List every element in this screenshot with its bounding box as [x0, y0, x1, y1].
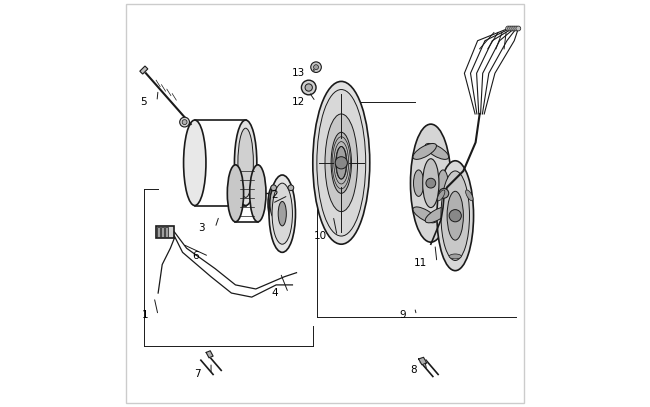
Text: 11: 11 — [413, 258, 427, 267]
Text: 8: 8 — [410, 365, 417, 375]
Ellipse shape — [278, 201, 287, 226]
Text: 13: 13 — [292, 68, 306, 78]
Ellipse shape — [449, 254, 462, 259]
Text: 4: 4 — [272, 288, 278, 298]
Ellipse shape — [413, 144, 436, 160]
Ellipse shape — [270, 189, 278, 218]
Ellipse shape — [250, 165, 266, 222]
Circle shape — [510, 26, 515, 31]
Circle shape — [426, 178, 436, 188]
Text: 1: 1 — [141, 311, 148, 320]
Ellipse shape — [465, 190, 473, 201]
Circle shape — [288, 185, 294, 190]
Ellipse shape — [183, 120, 206, 206]
Ellipse shape — [313, 81, 370, 244]
Ellipse shape — [410, 124, 451, 242]
Ellipse shape — [235, 120, 257, 206]
Circle shape — [512, 26, 517, 31]
Ellipse shape — [441, 171, 469, 260]
Circle shape — [313, 65, 318, 70]
Bar — [161, 227, 164, 237]
Circle shape — [449, 210, 462, 222]
Circle shape — [311, 62, 321, 72]
Text: 10: 10 — [314, 231, 327, 241]
Bar — [157, 227, 160, 237]
Ellipse shape — [413, 207, 436, 223]
Ellipse shape — [272, 183, 292, 244]
Ellipse shape — [425, 207, 448, 223]
Text: 3: 3 — [198, 223, 205, 233]
Circle shape — [516, 26, 521, 31]
Bar — [165, 227, 168, 237]
Circle shape — [182, 120, 187, 125]
Text: 12: 12 — [292, 97, 306, 107]
Ellipse shape — [238, 128, 254, 197]
Polygon shape — [419, 357, 427, 365]
Ellipse shape — [437, 190, 445, 201]
Ellipse shape — [268, 185, 280, 222]
Ellipse shape — [425, 144, 448, 160]
Circle shape — [508, 26, 513, 31]
Polygon shape — [206, 351, 213, 358]
Bar — [140, 66, 148, 74]
Ellipse shape — [437, 161, 474, 271]
Circle shape — [271, 185, 276, 190]
Text: 2: 2 — [272, 190, 278, 200]
Circle shape — [335, 157, 347, 169]
Text: 9: 9 — [400, 311, 406, 320]
Bar — [156, 226, 174, 238]
Ellipse shape — [269, 175, 296, 252]
Ellipse shape — [422, 159, 439, 208]
Ellipse shape — [413, 170, 424, 196]
Text: 5: 5 — [140, 97, 147, 107]
Ellipse shape — [447, 191, 463, 240]
Circle shape — [439, 188, 448, 198]
Ellipse shape — [325, 114, 358, 212]
Circle shape — [179, 117, 189, 127]
Ellipse shape — [317, 90, 366, 236]
Circle shape — [514, 26, 519, 31]
Ellipse shape — [227, 165, 244, 222]
Text: 7: 7 — [194, 370, 201, 379]
Circle shape — [302, 80, 316, 95]
Ellipse shape — [331, 132, 352, 193]
Circle shape — [506, 26, 511, 31]
Circle shape — [305, 84, 313, 91]
Text: 6: 6 — [192, 252, 199, 261]
Ellipse shape — [438, 170, 448, 196]
Ellipse shape — [336, 147, 346, 179]
